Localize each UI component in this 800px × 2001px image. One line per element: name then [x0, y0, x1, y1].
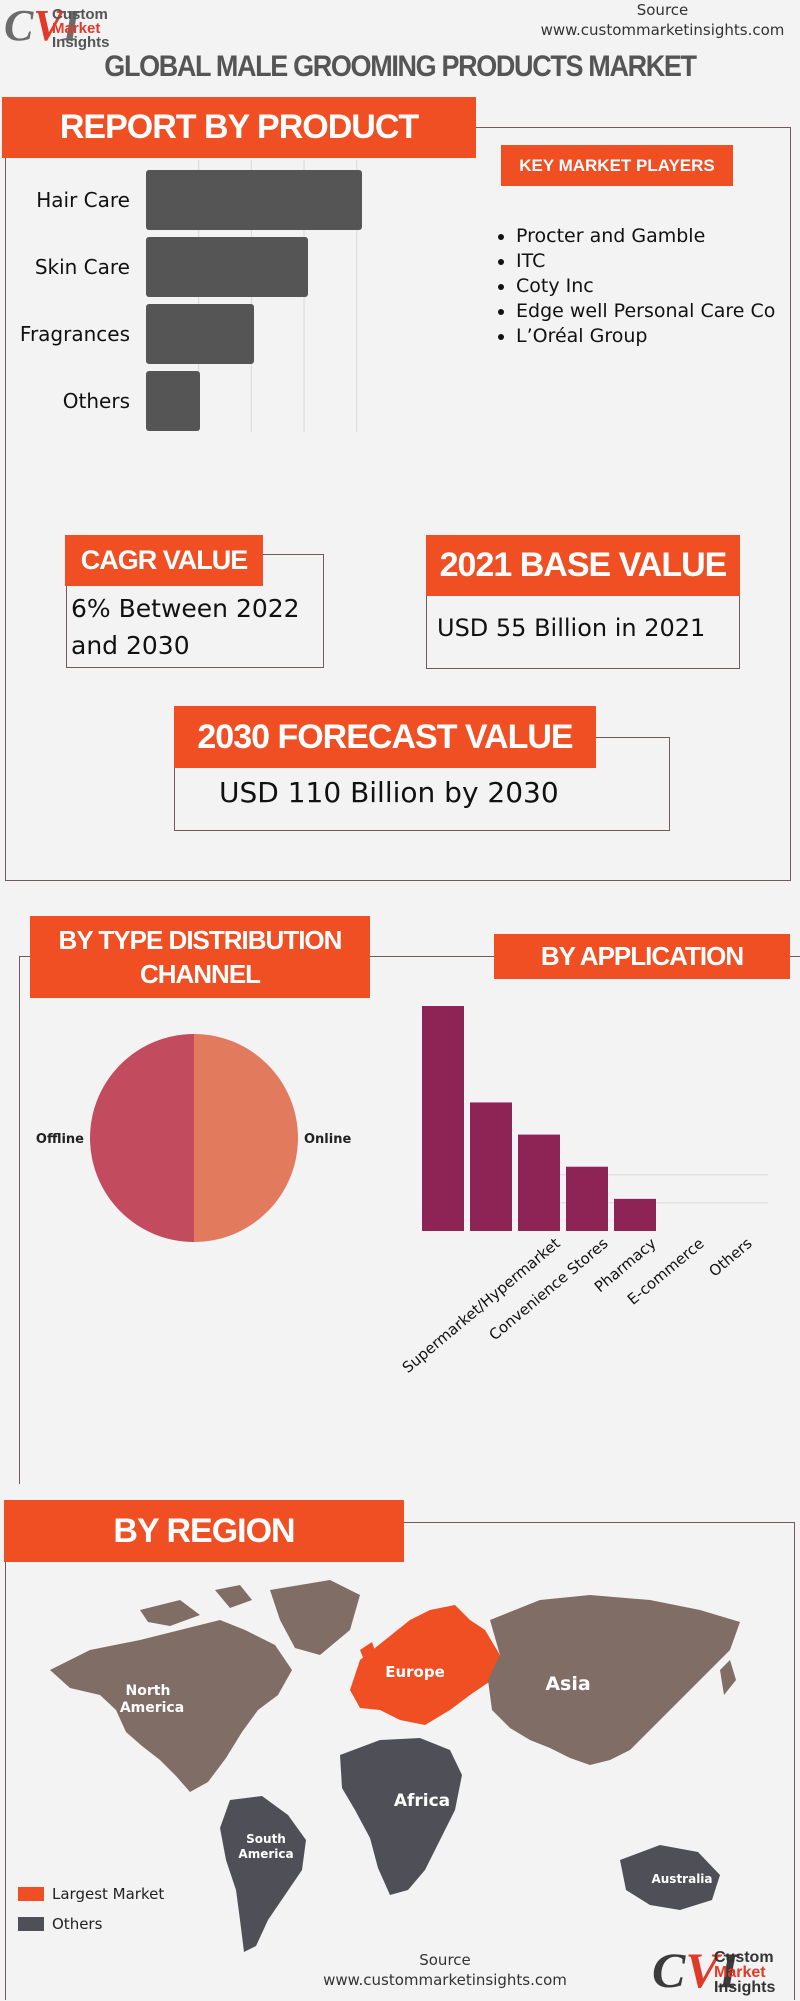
report-by-product-heading: REPORT BY PRODUCT: [2, 97, 476, 158]
player-item: Procter and Gamble: [516, 224, 796, 249]
header-source: Source www.custommarketinsights.com: [540, 0, 785, 40]
north-america-label-2: America: [120, 1700, 184, 1716]
australia-label: Australia: [651, 1872, 712, 1886]
cagr-value: 6% Between 2022 and 2030: [71, 594, 300, 660]
footer-source-url[interactable]: www.custommarketinsights.com: [323, 1971, 567, 1989]
base-value-heading: 2021 BASE VALUE: [426, 535, 740, 596]
region-legend: Largest Market Others: [18, 1885, 164, 1933]
legend-swatch-orange: [18, 1887, 44, 1901]
pie-label-offline: Offline: [36, 1132, 84, 1147]
asia-label: Asia: [545, 1673, 590, 1695]
logo-mark-icon: CVI: [4, 1, 80, 50]
asia-shape: [488, 1595, 740, 1765]
player-item: ITC: [516, 249, 796, 274]
footer-source: Source www.custommarketinsights.com: [300, 1950, 590, 1990]
forecast-heading: 2030 FORECAST VALUE: [174, 706, 596, 768]
product-bar: [146, 170, 362, 230]
product-tick-label: Skin Care: [35, 255, 130, 279]
product-tick-label: Fragrances: [20, 322, 130, 346]
north-america-label: North: [126, 1683, 171, 1699]
australia-shape: [620, 1845, 720, 1910]
legend-item-largest: Largest Market: [18, 1885, 164, 1903]
product-tick-label: Others: [63, 389, 130, 413]
japan-shape: [720, 1660, 736, 1695]
uk-shape: [360, 1642, 378, 1670]
europe-label: Europe: [385, 1663, 445, 1681]
south-america-shape: [220, 1796, 306, 1952]
header-logo: CVI Custom Market Insights: [4, 1, 124, 51]
page-title: GLOBAL MALE GROOMING PRODUCTS MARKET: [104, 50, 697, 83]
legend-swatch-gray: [18, 1917, 44, 1931]
pie-slice: [194, 1034, 298, 1242]
europe-shape: [350, 1605, 500, 1725]
product-tick-label: Hair Care: [36, 188, 130, 212]
key-players-heading: KEY MARKET PLAYERS: [501, 145, 733, 186]
application-bar: [518, 1134, 560, 1231]
footer-source-label: Source: [419, 1951, 471, 1969]
region-heading: BY REGION: [4, 1500, 404, 1562]
application-bar: [470, 1102, 512, 1231]
footer-logo-mark-icon: CVI: [652, 1942, 739, 1998]
north-america-shape: [50, 1620, 292, 1792]
greenland-shape: [270, 1580, 360, 1655]
africa-label: Africa: [394, 1791, 450, 1811]
legend-item-others: Others: [18, 1915, 164, 1933]
cagr-heading: CAGR VALUE: [65, 535, 263, 586]
forecast-text: USD 110 Billion by 2030: [219, 776, 559, 809]
product-bar: [146, 371, 200, 431]
base-value-text: USD 55 Billion in 2021: [437, 614, 706, 642]
africa-shape: [340, 1738, 462, 1895]
player-item: L’Oréal Group: [516, 324, 796, 349]
application-heading: BY APPLICATION: [494, 934, 790, 979]
pie-slice: [90, 1034, 194, 1242]
application-bar: [614, 1198, 656, 1231]
application-bar: [566, 1166, 608, 1231]
pie-label-online: Online: [304, 1132, 351, 1147]
distribution-heading: BY TYPE DISTRIBUTION CHANNEL: [30, 916, 370, 998]
product-bar: [146, 304, 254, 364]
world-map: North America Europe Asia Africa South A…: [50, 1580, 740, 1952]
player-item: Edge well Personal Care Co: [516, 299, 796, 324]
application-bar: [422, 1006, 464, 1231]
distribution-pie-chart: Online Offline: [36, 1034, 351, 1242]
header-source-url[interactable]: www.custommarketinsights.com: [540, 21, 785, 39]
product-bar-chart: Hair Care Skin Care Fragrances Others: [20, 160, 362, 432]
header-source-label: Source: [636, 1, 689, 19]
section-distribution-frame: [19, 956, 800, 1484]
south-america-label-2: America: [238, 1847, 293, 1861]
logo-wordmark: Custom Market Insights: [52, 6, 110, 51]
footer-logo-wordmark: Custom Market Insights: [714, 1949, 776, 1996]
product-bar: [146, 237, 308, 297]
key-players-list: Procter and Gamble ITC Coty Inc Edge wel…: [516, 224, 796, 349]
canada-islands-shape: [140, 1585, 252, 1626]
application-tick-label: Others: [705, 1234, 755, 1280]
player-item: Coty Inc: [516, 274, 796, 299]
south-america-label: South: [246, 1832, 286, 1846]
footer-logo: CVI Custom Market Insights: [652, 1942, 792, 1998]
